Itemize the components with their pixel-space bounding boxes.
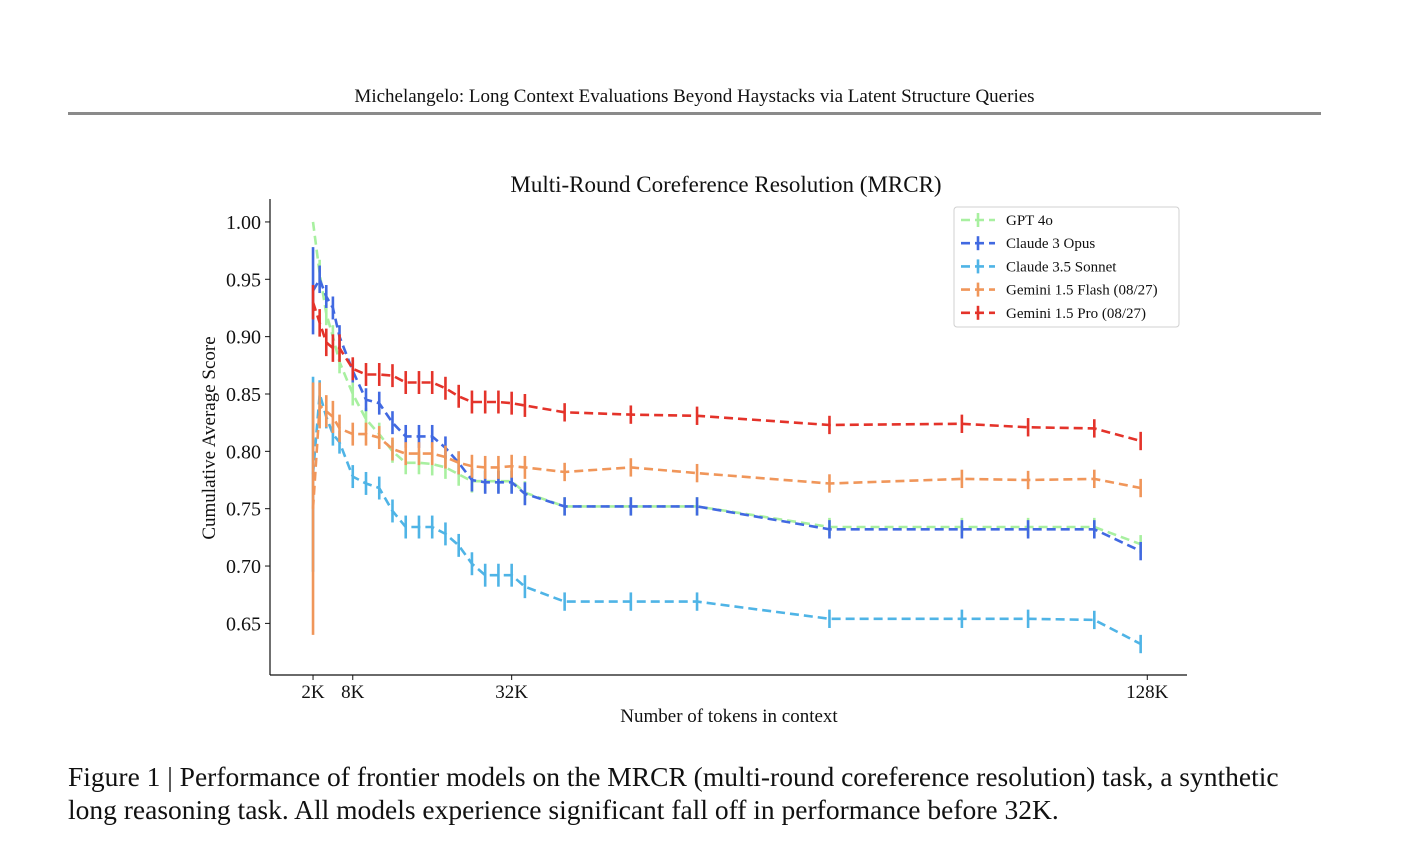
series-layer bbox=[311, 221, 1142, 654]
legend-item: Gemini 1.5 Flash (08/27) bbox=[961, 282, 1158, 299]
legend: GPT 4o Claude 3 Opus Claude 3.5 Sonnet Gemi… bbox=[953, 206, 1180, 328]
figure-caption: Figure 1 | Performance of frontier model… bbox=[68, 761, 1279, 825]
legend-item: GPT 4o bbox=[961, 213, 1053, 229]
legend-label: Gemini 1.5 Pro (08/27) bbox=[1006, 306, 1146, 322]
series-line bbox=[311, 276, 1142, 553]
series-gemini-1-5-flash-08-27 bbox=[311, 382, 1142, 635]
y-tick-label: 0.65 bbox=[226, 613, 261, 635]
y-tick-label: 0.95 bbox=[226, 269, 261, 291]
series-gemini-1-5-pro-08-27 bbox=[311, 285, 1142, 451]
chart-title: Multi-Round Coreference Resolution (MRCR… bbox=[510, 172, 941, 197]
y-axis-label: Cumulative Average Score bbox=[199, 336, 220, 539]
header-rule bbox=[68, 112, 1321, 115]
running-header: Michelangelo: Long Context Evaluations B… bbox=[354, 86, 1035, 107]
series-line bbox=[311, 393, 1142, 646]
legend-label: Claude 3.5 Sonnet bbox=[1006, 259, 1117, 275]
y-tick-label: 0.70 bbox=[226, 556, 261, 578]
legend-item: Gemini 1.5 Pro (08/27) bbox=[961, 305, 1146, 322]
x-tick-label: 128K bbox=[1126, 682, 1169, 703]
legend-box bbox=[953, 206, 1180, 328]
legend-item: Claude 3.5 Sonnet bbox=[961, 259, 1117, 275]
y-tick-label: 0.75 bbox=[226, 499, 261, 521]
y-tick-label: 0.90 bbox=[226, 327, 261, 349]
legend-label: GPT 4o bbox=[1006, 213, 1053, 229]
legend-label: Claude 3 Opus bbox=[1006, 236, 1095, 252]
legend-item: Claude 3 Opus bbox=[961, 236, 1095, 252]
x-tick-label: 8K bbox=[341, 682, 365, 703]
series-line bbox=[311, 301, 1142, 443]
y-tick-label: 0.80 bbox=[226, 441, 261, 463]
axes: 0.65 0.70 0.75 0.80 0.85 0.90 0.95 1.00 2K 8K 32K 1… bbox=[226, 199, 1187, 703]
legend-label: Gemini 1.5 Flash (08/27) bbox=[1006, 283, 1158, 299]
y-tick-label: 1.00 bbox=[226, 212, 261, 234]
series-line bbox=[311, 221, 1142, 546]
y-tick-label: 0.85 bbox=[226, 384, 261, 406]
x-tick-label: 2K bbox=[301, 682, 325, 703]
x-axis-label: Number of tokens in context bbox=[620, 706, 838, 727]
x-tick-label: 32K bbox=[495, 682, 528, 703]
series-line bbox=[311, 402, 1141, 509]
